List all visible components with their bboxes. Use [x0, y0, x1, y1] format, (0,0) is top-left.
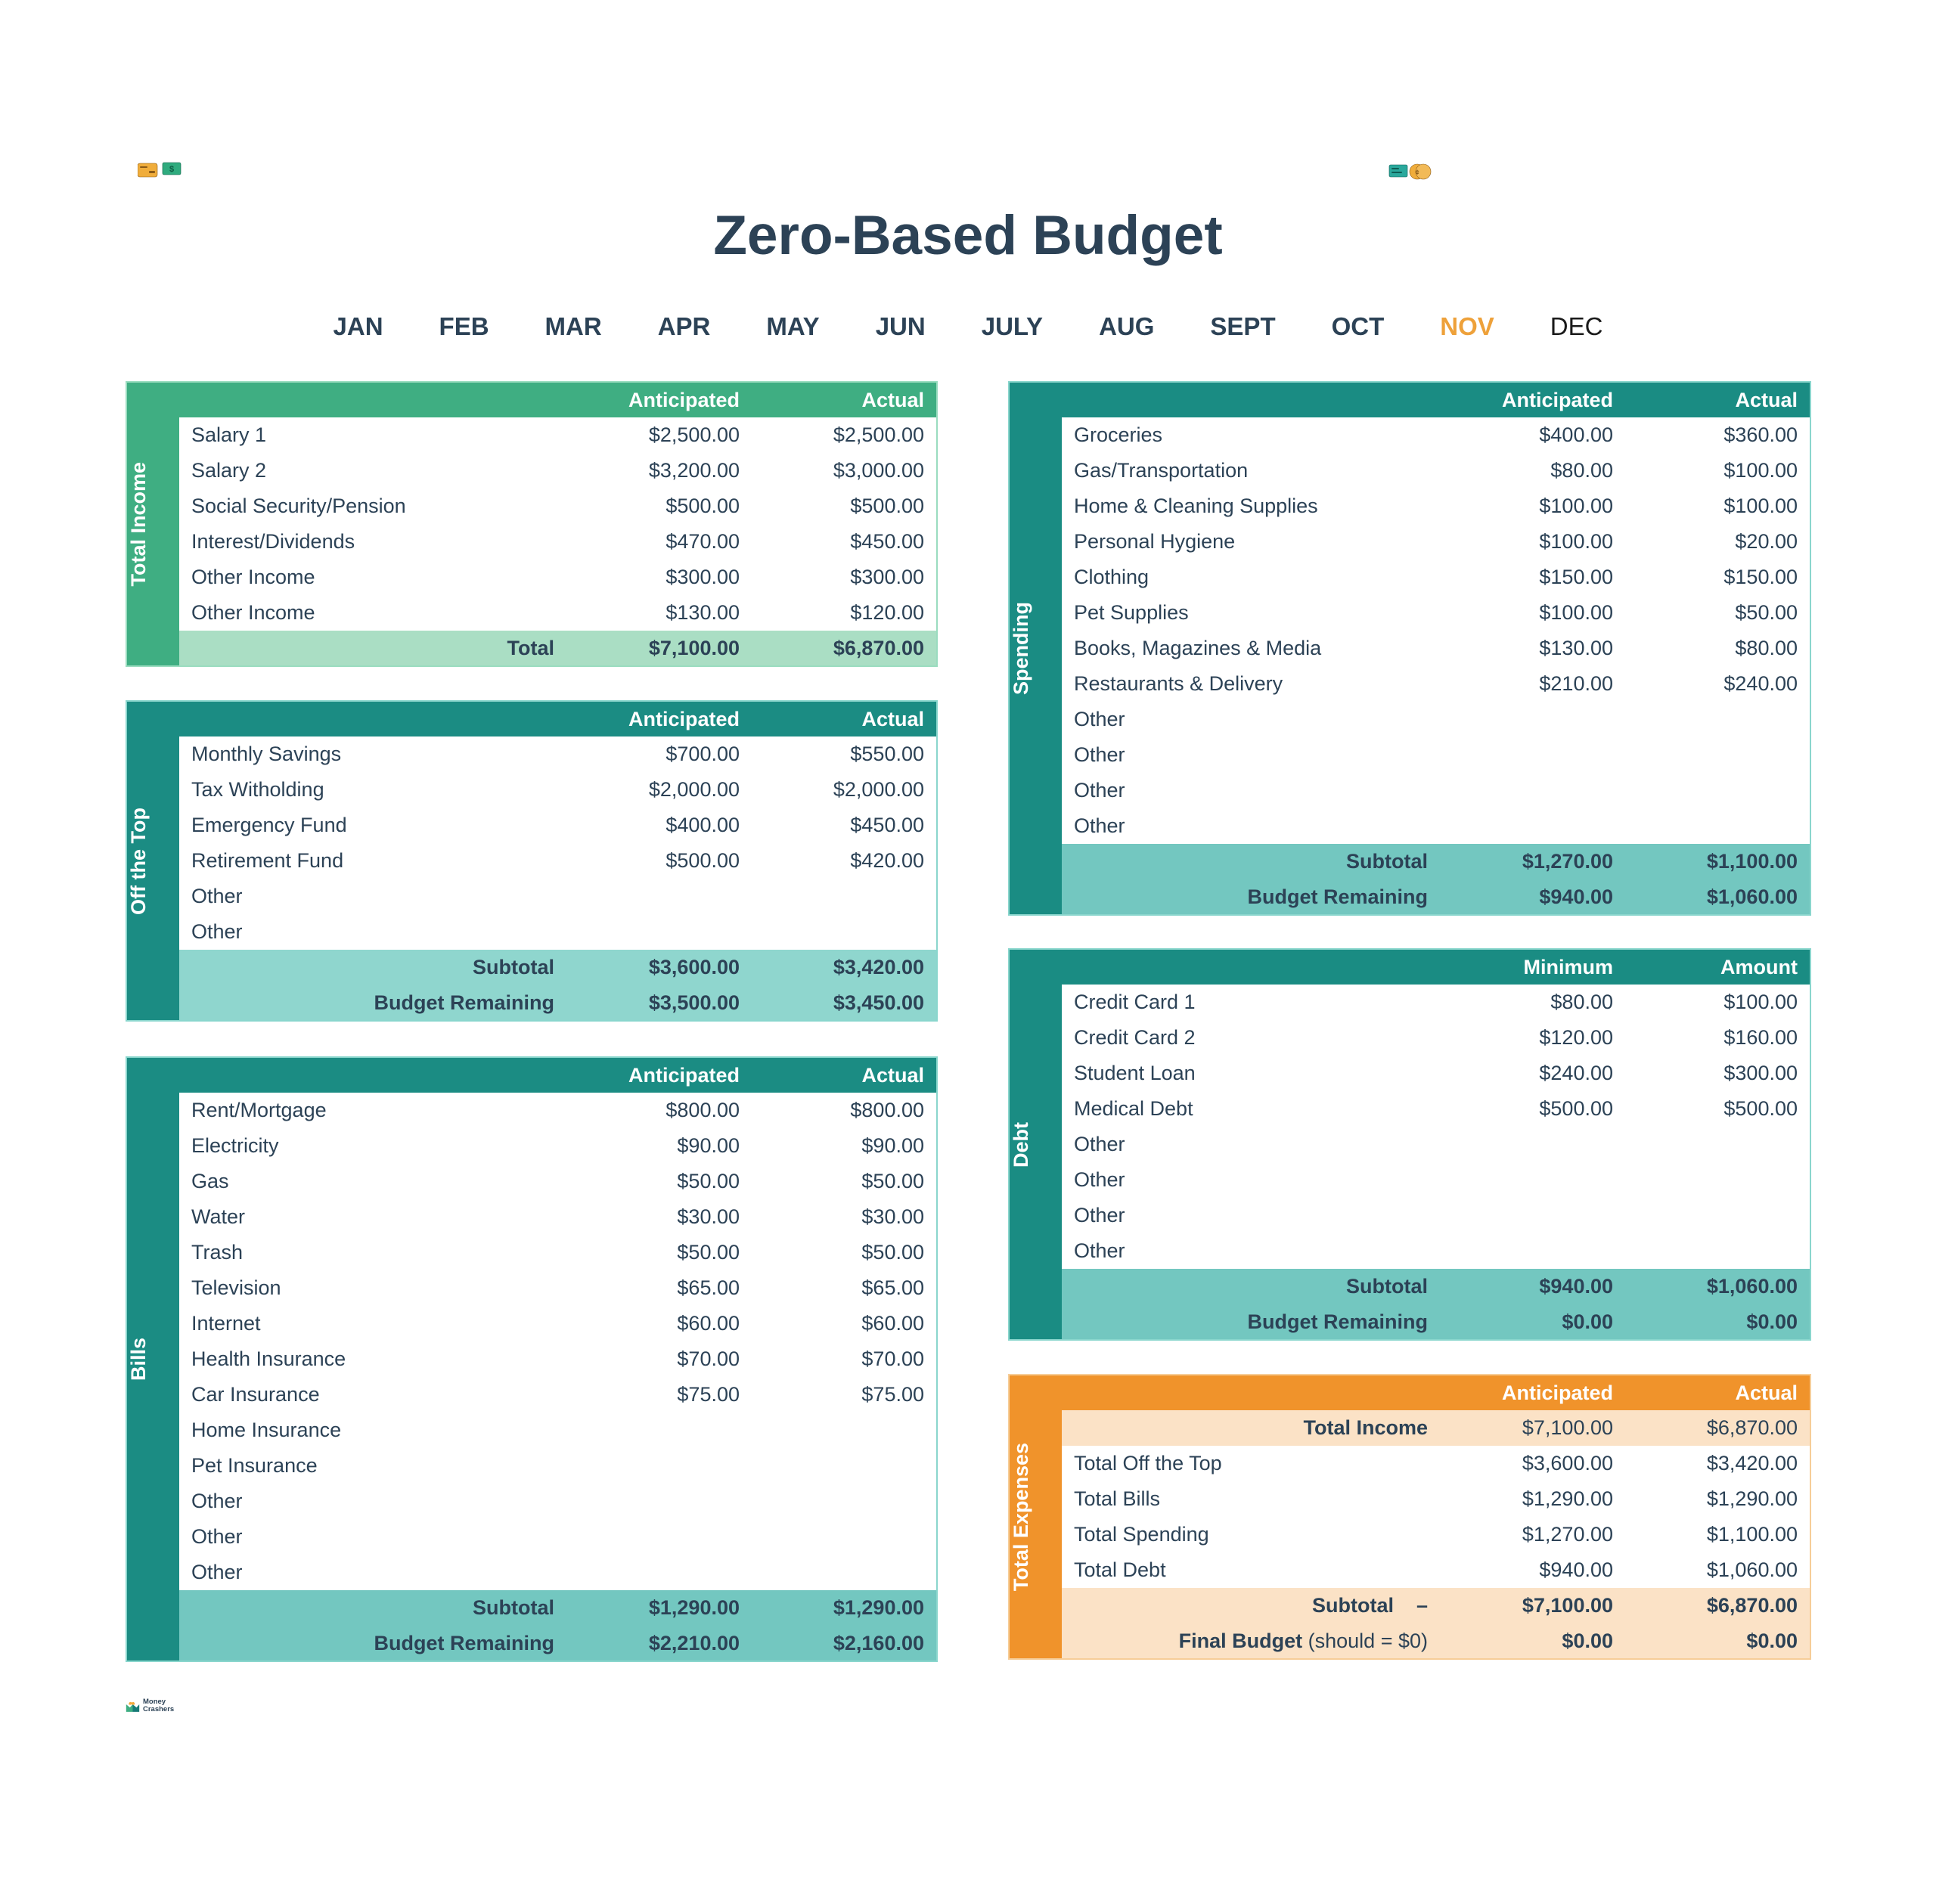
- svg-text:¢: ¢: [1415, 169, 1419, 176]
- svg-text:$: $: [169, 165, 174, 174]
